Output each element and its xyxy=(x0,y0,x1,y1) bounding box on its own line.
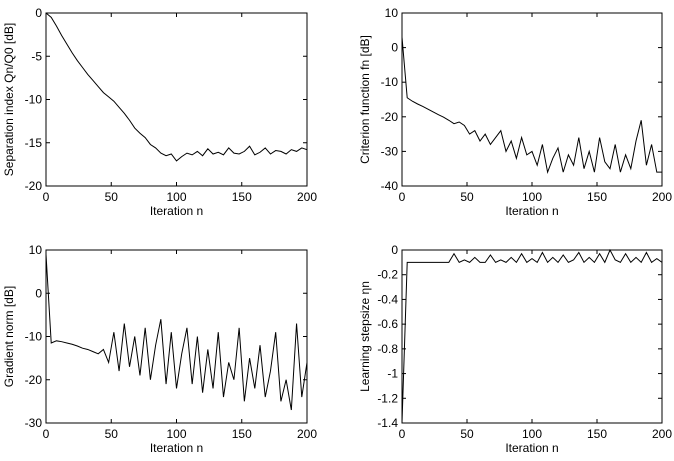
x-tick-label: 50 xyxy=(105,190,119,204)
y-tick-label: -1.2 xyxy=(377,391,398,405)
y-axis-label: Learning stepsize ηn xyxy=(358,281,372,392)
x-tick-label: 200 xyxy=(652,190,672,204)
y-tick-label: 10 xyxy=(385,6,399,20)
y-tick-label: -10 xyxy=(25,330,43,344)
y-tick-label: -20 xyxy=(381,110,399,124)
data-line xyxy=(401,37,662,175)
y-tick-label: -5 xyxy=(31,49,42,63)
x-axis-label: Iteration n xyxy=(505,441,558,455)
y-tick-label: -10 xyxy=(25,93,43,107)
data-line xyxy=(45,254,308,411)
y-tick-label: -15 xyxy=(25,136,43,150)
y-tick-label: -0.4 xyxy=(377,292,398,306)
y-tick-label: -1.4 xyxy=(377,416,398,430)
y-tick-label: -30 xyxy=(381,144,399,158)
x-tick-label: 100 xyxy=(166,190,186,204)
y-tick-label: 0 xyxy=(35,286,42,300)
data-line xyxy=(401,248,663,424)
x-tick-label: 200 xyxy=(652,427,672,441)
axes-box xyxy=(45,249,308,424)
y-axis-label: Criterion function fn [dB] xyxy=(358,35,372,164)
x-tick-label: 0 xyxy=(43,190,50,204)
y-tick-label: 0 xyxy=(391,243,398,257)
y-tick-label: -30 xyxy=(25,416,43,430)
y-tick-label: -0.2 xyxy=(377,268,398,282)
x-tick-label: 100 xyxy=(166,427,186,441)
x-tick-label: 50 xyxy=(460,190,474,204)
x-tick-label: 0 xyxy=(43,427,50,441)
x-tick-label: 200 xyxy=(297,190,317,204)
x-tick-label: 150 xyxy=(587,190,607,204)
x-tick-label: 0 xyxy=(399,427,406,441)
y-tick-label: 0 xyxy=(35,6,42,20)
x-tick-label: 150 xyxy=(232,427,252,441)
y-tick-label: 0 xyxy=(391,41,398,55)
x-tick-label: 200 xyxy=(297,427,317,441)
axes-box xyxy=(401,12,663,187)
x-axis-label: Iteration n xyxy=(150,441,203,455)
y-tick-label: -10 xyxy=(381,75,399,89)
x-tick-label: 50 xyxy=(105,427,119,441)
y-axis-label: Gradient norm [dB] xyxy=(2,286,16,387)
data-line xyxy=(45,12,308,162)
x-axis-label: Iteration n xyxy=(150,204,203,218)
x-tick-label: 0 xyxy=(399,190,406,204)
x-tick-label: 100 xyxy=(522,190,542,204)
y-tick-label: -20 xyxy=(25,179,43,193)
y-tick-label: -0.8 xyxy=(377,342,398,356)
y-tick-label: -20 xyxy=(25,373,43,387)
x-tick-label: 100 xyxy=(522,427,542,441)
y-tick-label: -1 xyxy=(387,367,398,381)
axes-box xyxy=(401,249,663,424)
y-axis-label: Separation index Qn/Q0 [dB] xyxy=(2,23,16,176)
x-tick-label: 150 xyxy=(232,190,252,204)
y-tick-label: -40 xyxy=(381,179,399,193)
x-tick-label: 150 xyxy=(587,427,607,441)
y-tick-label: -0.6 xyxy=(377,317,398,331)
x-axis-label: Iteration n xyxy=(505,204,558,218)
axes-box xyxy=(45,12,308,187)
y-tick-label: 10 xyxy=(29,243,43,257)
x-tick-label: 50 xyxy=(460,427,474,441)
